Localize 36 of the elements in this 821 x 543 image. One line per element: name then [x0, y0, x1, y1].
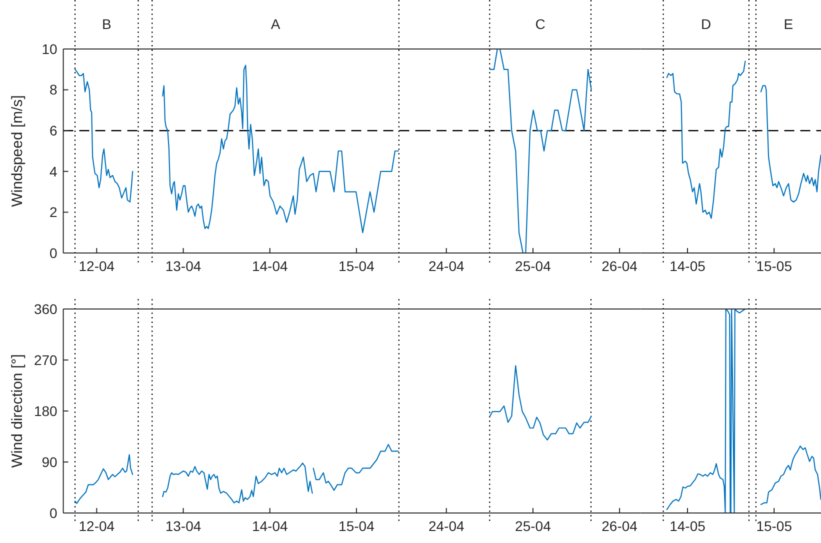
text: C [535, 16, 546, 32]
y-tick-label: 270 [34, 352, 58, 368]
text: B [102, 16, 112, 32]
x-tick-label: 26-04 [602, 258, 638, 274]
y-axis-title: Wind direction [°] [9, 354, 26, 468]
x-tick-label: 13-04 [165, 518, 202, 534]
y-tick-label: 2 [50, 204, 58, 220]
x-tick-label: 14-04 [252, 518, 288, 534]
x-tick-label: 25-04 [515, 518, 552, 534]
x-tick-label: 12-04 [78, 258, 115, 274]
x-tick-label: 26-04 [602, 518, 638, 534]
x-tick-label: 25-04 [515, 258, 552, 274]
x-tick-label: 24-04 [428, 518, 464, 534]
text: E [784, 16, 794, 32]
x-tick-label: 15-05 [756, 518, 792, 534]
x-tick-label: 15-04 [338, 258, 375, 274]
y-tick-label: 180 [34, 402, 58, 419]
x-tick-label: 14-04 [252, 258, 288, 274]
x-tick-label: 15-05 [756, 258, 792, 274]
x-tick-label: 14-05 [670, 258, 706, 274]
text: D [701, 16, 712, 32]
x-tick-label: 13-04 [165, 258, 202, 274]
y-tick-label: 4 [50, 163, 58, 180]
y-tick-label: 6 [50, 122, 58, 138]
x-tick-label: 14-05 [670, 518, 706, 534]
y-tick-label: 90 [42, 454, 58, 470]
y-axis-title: Windspeed [m/s] [9, 95, 26, 207]
y-tick-label: 0 [50, 244, 58, 261]
y-tick-label: 8 [50, 82, 58, 98]
text: A [270, 16, 281, 32]
y-tick-label: 0 [50, 504, 58, 521]
y-tick-label: 10 [42, 40, 58, 57]
x-tick-label: 24-04 [428, 258, 464, 274]
x-tick-label: 15-04 [338, 518, 375, 534]
x-tick-label: 12-04 [78, 518, 115, 534]
y-tick-label: 360 [34, 300, 58, 317]
